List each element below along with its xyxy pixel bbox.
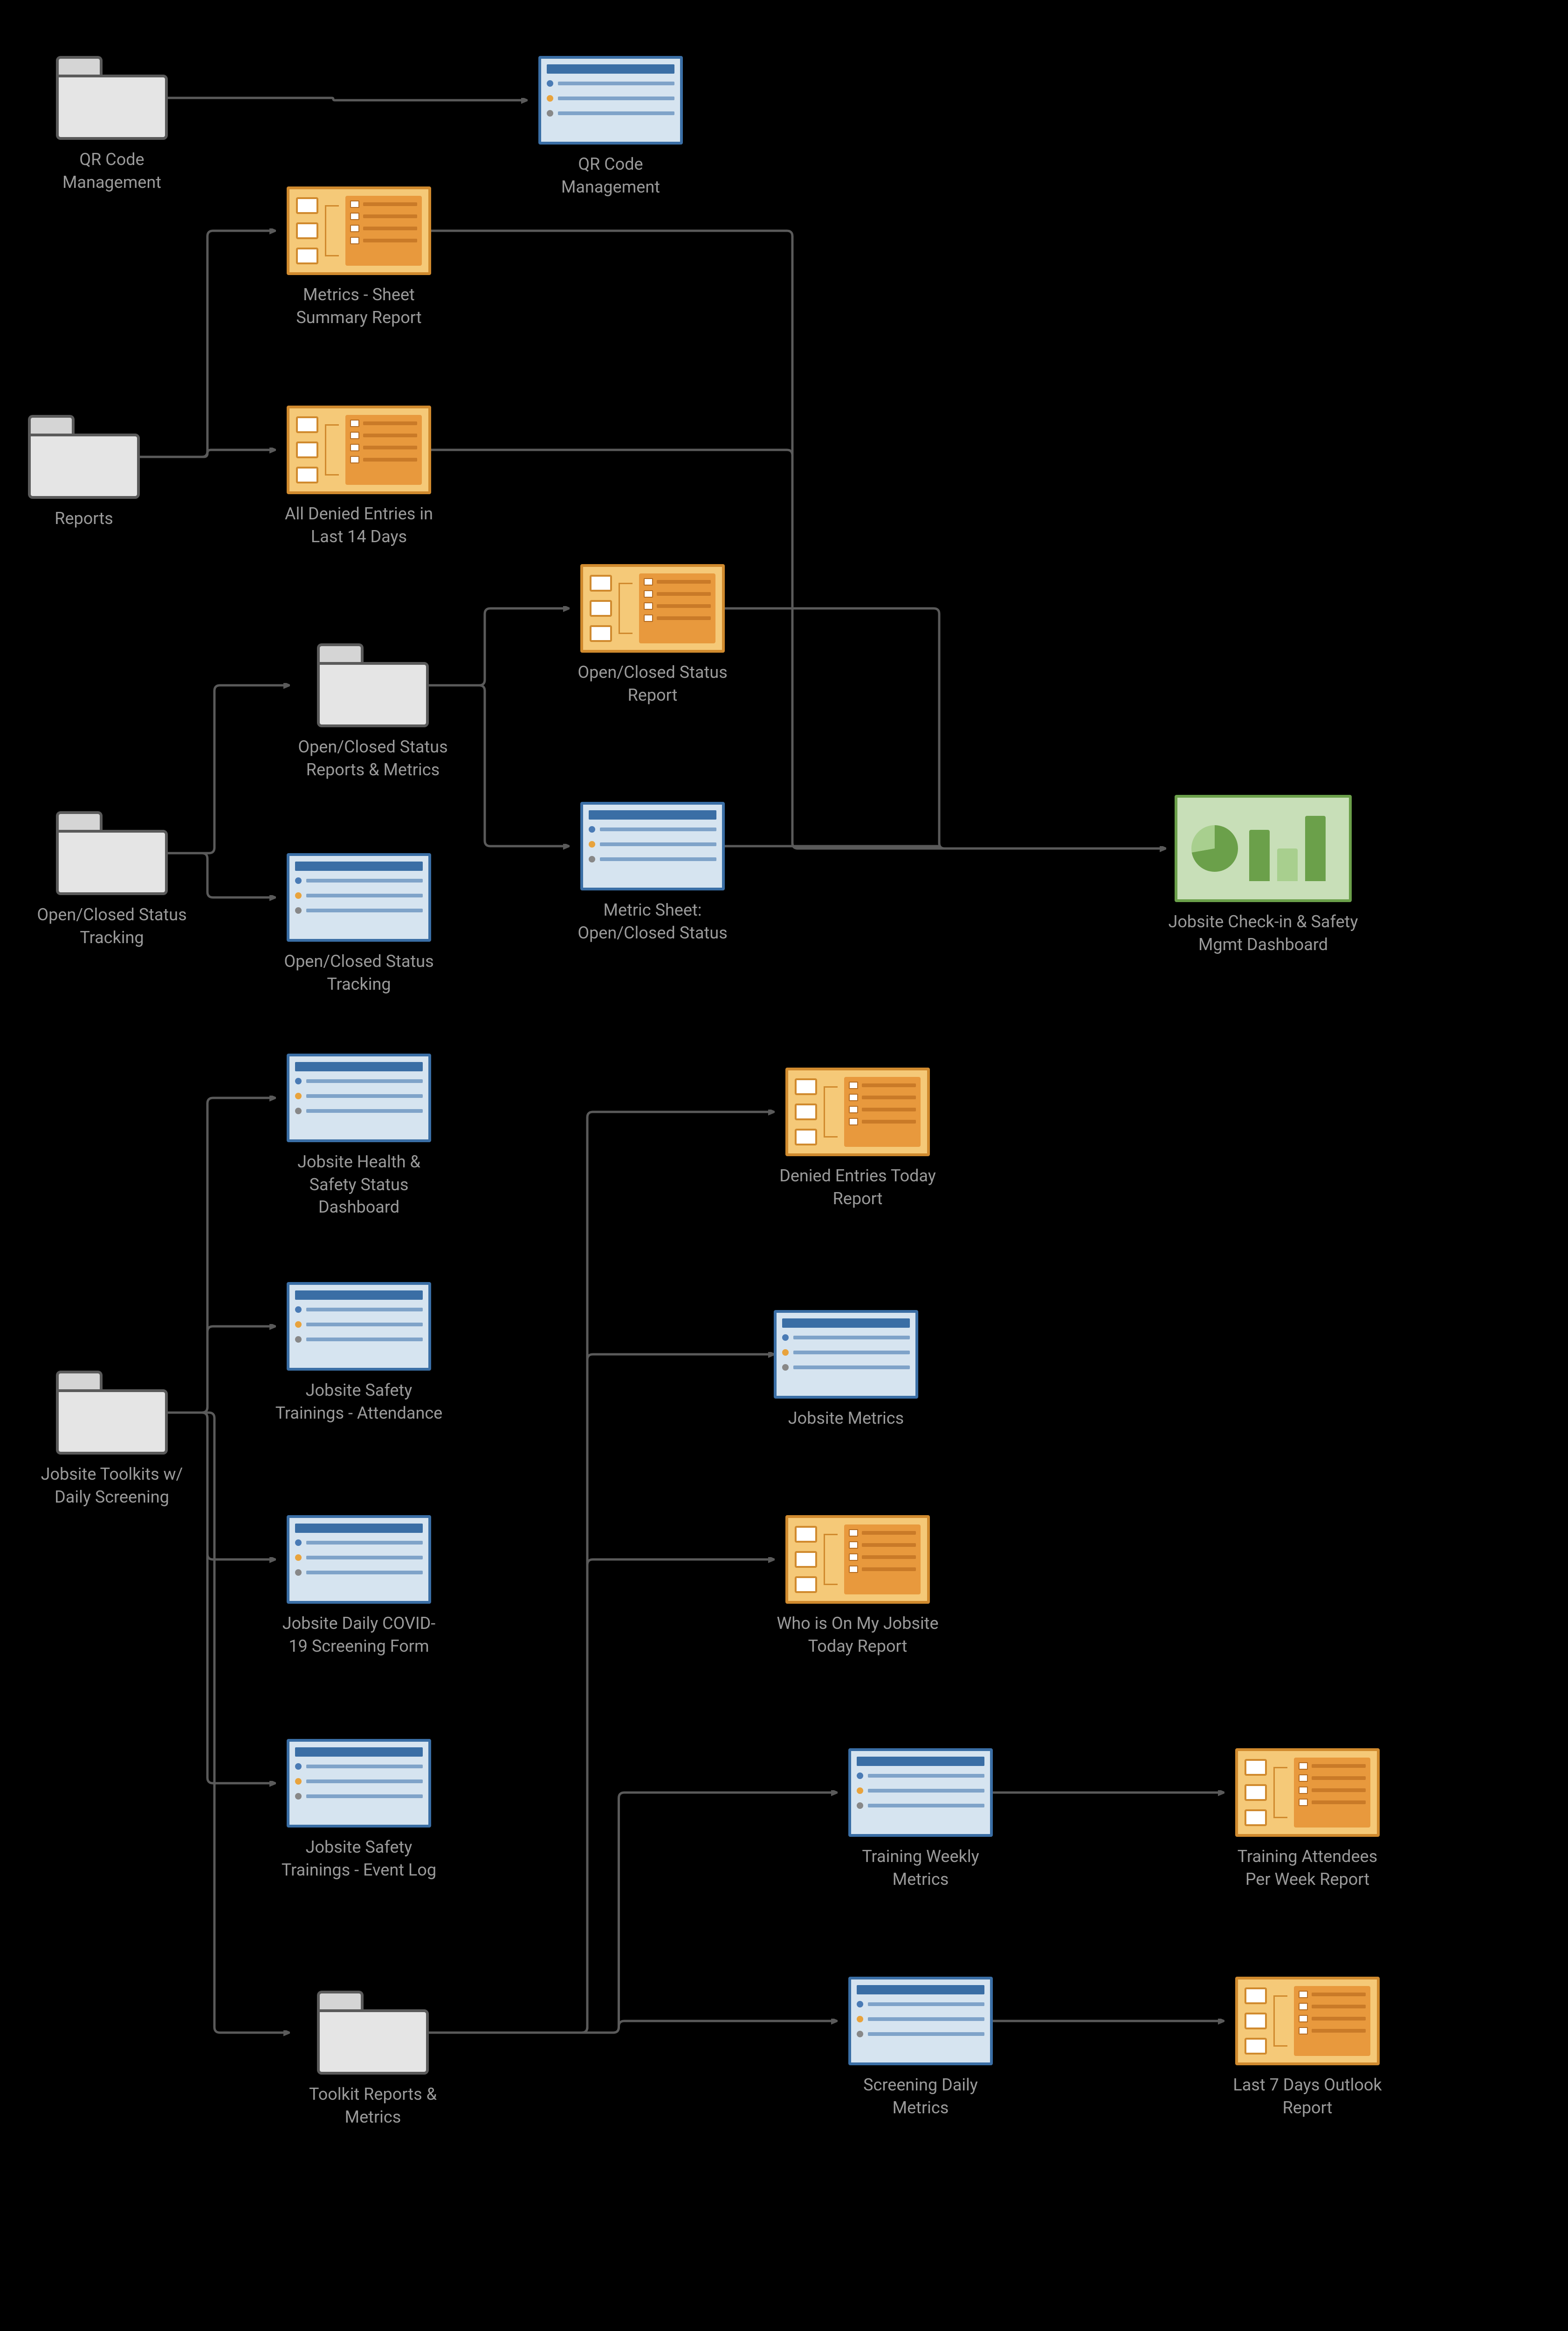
label: QR Code Management [28, 148, 196, 193]
node-ocr-folder: Open/Closed Status Reports & Metrics [289, 643, 457, 781]
edge-jobsite_folder-jhs_dash_sheet [140, 1098, 275, 1413]
label: Open/Closed Status Tracking [275, 950, 443, 995]
sheet-icon [287, 1054, 431, 1142]
node-ocstatus-folder: Open/Closed Status Tracking [28, 811, 196, 949]
folder-icon [317, 1991, 429, 2075]
report-icon [287, 406, 431, 494]
label: Jobsite Health & Safety Status Dashboard [275, 1151, 443, 1219]
node-training-att-rep: Training Attendees Per Week Report [1224, 1748, 1391, 1890]
dashboard-icon [1175, 795, 1352, 902]
edge-toolkit_folder-who_onsite [401, 1559, 774, 2033]
edge-toolkit_folder-screening_daily [401, 2021, 837, 2033]
label: Jobsite Safety Trainings - Attendance [275, 1379, 443, 1424]
label: Toolkit Reports & Metrics [289, 2083, 457, 2128]
report-icon [785, 1515, 930, 1604]
node-jst-eventlog: Jobsite Safety Trainings - Event Log [275, 1739, 443, 1881]
sheet-icon [580, 802, 725, 890]
node-metrics-report: Metrics - Sheet Summary Report [275, 186, 443, 329]
edge-denied14_report-dashboard [420, 450, 1165, 848]
label: Metrics - Sheet Summary Report [275, 283, 443, 329]
label: Who is On My Jobsite Today Report [774, 1612, 942, 1657]
node-metric-oc-sheet: Metric Sheet: Open/Closed Status [569, 802, 736, 944]
label: Reports [55, 507, 113, 530]
sheet-icon [287, 1515, 431, 1604]
report-icon [1235, 1977, 1380, 2065]
node-toolkit-folder: Toolkit Reports & Metrics [289, 1991, 457, 2128]
edge-toolkit_folder-training_weekly [401, 1793, 837, 2033]
node-screening-daily: Screening Daily Metrics [837, 1977, 1004, 2119]
node-jst-attendance: Jobsite Safety Trainings - Attendance [275, 1282, 443, 1424]
node-dashboard: Jobsite Check-in & Safety Mgmt Dashboard [1165, 795, 1361, 956]
label: Jobsite Safety Trainings - Event Log [275, 1836, 443, 1881]
folder-icon [56, 56, 168, 140]
node-denied-today: Denied Entries Today Report [774, 1068, 942, 1210]
label: Screening Daily Metrics [837, 2074, 1004, 2119]
node-qr-sheet: QR Code Management [527, 56, 695, 198]
node-last7-report: Last 7 Days Outlook Report [1224, 1977, 1391, 2119]
label: Training Weekly Metrics [837, 1845, 1004, 1890]
sheet-icon [774, 1310, 918, 1399]
sheet-icon [287, 853, 431, 942]
label: Jobsite Check-in & Safety Mgmt Dashboard [1165, 910, 1361, 956]
label: Training Attendees Per Week Report [1224, 1845, 1391, 1890]
edge-metric_oc_sheet-dashboard [713, 846, 1165, 848]
report-icon [287, 186, 431, 275]
node-jhs-dash-sheet: Jobsite Health & Safety Status Dashboard [275, 1054, 443, 1219]
edge-toolkit_folder-jobsite_metrics [401, 1354, 774, 2033]
node-denied14-report: All Denied Entries in Last 14 Days [275, 406, 443, 548]
report-icon [1235, 1748, 1380, 1837]
label: Open/Closed Status Report [569, 661, 736, 706]
node-reports-folder: Reports [28, 415, 140, 530]
label: Jobsite Toolkits w/ Daily Screening [28, 1463, 196, 1508]
label: Jobsite Metrics [788, 1407, 904, 1430]
label: Open/Closed Status Tracking [28, 903, 196, 949]
node-oc-status-report: Open/Closed Status Report [569, 564, 736, 706]
sheet-icon [287, 1739, 431, 1828]
report-icon [785, 1068, 930, 1156]
node-jobsite-folder: Jobsite Toolkits w/ Daily Screening [28, 1371, 196, 1508]
edge-qr_folder-qr_sheet [140, 98, 527, 100]
label: Metric Sheet: Open/Closed Status [569, 899, 736, 944]
edge-toolkit_folder-denied_today [401, 1112, 774, 2033]
folder-icon [56, 1371, 168, 1455]
label: Jobsite Daily COVID-19 Screening Form [275, 1612, 443, 1657]
sheet-icon [848, 1748, 993, 1837]
sheet-icon [848, 1977, 993, 2065]
label: Open/Closed Status Reports & Metrics [289, 736, 457, 781]
label: QR Code Management [527, 153, 695, 198]
sheet-icon [287, 1282, 431, 1371]
edge-metrics_report-dashboard [420, 231, 1165, 848]
label: All Denied Entries in Last 14 Days [275, 503, 443, 548]
report-icon [580, 564, 725, 653]
folder-icon [317, 643, 429, 727]
edge-reports_folder-denied14_report [140, 450, 275, 457]
node-qr-folder: QR Code Management [28, 56, 196, 193]
node-jobsite-metrics: Jobsite Metrics [774, 1310, 918, 1430]
node-who-onsite: Who is On My Jobsite Today Report [774, 1515, 942, 1657]
label: Denied Entries Today Report [774, 1165, 942, 1210]
node-training-weekly: Training Weekly Metrics [837, 1748, 1004, 1890]
label: Last 7 Days Outlook Report [1224, 2074, 1391, 2119]
edge-reports_folder-metrics_report [140, 231, 275, 457]
node-oc-tracking-sheet: Open/Closed Status Tracking [275, 853, 443, 995]
node-jd-covid-sheet: Jobsite Daily COVID-19 Screening Form [275, 1515, 443, 1657]
edge-oc_status_report-dashboard [713, 608, 1165, 848]
folder-icon [28, 415, 140, 499]
folder-icon [56, 811, 168, 895]
sheet-icon [538, 56, 683, 145]
